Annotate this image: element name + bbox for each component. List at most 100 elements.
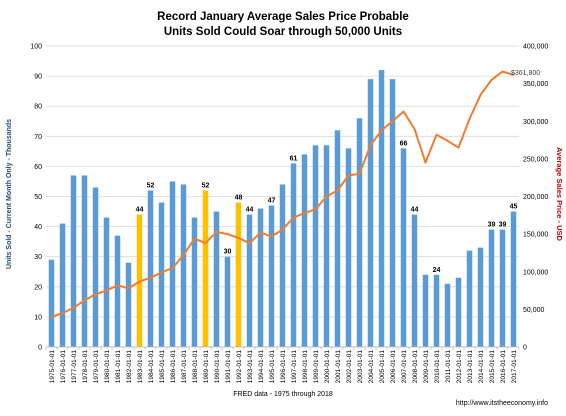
bar-value-label: 52	[202, 182, 210, 189]
x-tick-label: 1999-01-01	[313, 350, 320, 384]
price-point	[94, 293, 97, 296]
bar	[312, 145, 319, 347]
right-tick-label: 150,000	[523, 232, 548, 239]
right-tick-label: 100,000	[523, 269, 548, 276]
right-tick-label: 0	[523, 345, 527, 352]
x-tick-label: 1984-01-01	[148, 350, 155, 384]
x-tick-label: 2013-01-01	[467, 350, 474, 384]
bar	[48, 259, 55, 347]
price-point	[501, 70, 504, 73]
bar	[147, 190, 154, 347]
bar	[224, 256, 231, 347]
price-point	[61, 312, 64, 314]
right-tick-label: 50,000	[523, 307, 545, 314]
left-tick-label: 30	[34, 254, 42, 261]
bar-value-label: 44	[136, 207, 144, 214]
x-tick-label: 1975-01-01	[49, 350, 56, 384]
x-tick-label: 2014-01-01	[478, 350, 485, 384]
highlighted-bar	[202, 190, 209, 347]
right-tick-label: 200,000	[523, 194, 548, 201]
left-axis: 0 10 20 30 40 50 60 70 80 90 100	[30, 44, 42, 352]
bar	[81, 175, 88, 347]
bar	[345, 148, 352, 347]
price-point	[336, 189, 339, 192]
x-tick-label: 1978-01-01	[82, 350, 89, 384]
x-tick-label: 1986-01-01	[170, 350, 177, 384]
bar	[488, 229, 495, 347]
x-axis: 1975-01-01 1976-01-01 1977-01-01 1978-01-01…	[45, 346, 520, 384]
x-tick-label: 1994-01-01	[258, 350, 265, 384]
bar	[455, 277, 462, 347]
x-tick-label: 2001-01-01	[335, 350, 342, 384]
x-tick-label: 1991-01-01	[225, 350, 232, 384]
price-point	[369, 144, 372, 147]
highlighted-bar	[235, 202, 242, 347]
bar-value-label: 24	[433, 267, 441, 274]
x-tick-label: 2007-01-01	[401, 350, 408, 384]
bar	[59, 223, 66, 347]
x-tick-label: 2017-01-01	[511, 350, 518, 384]
x-tick-label: 1980-01-01	[104, 350, 111, 384]
bar	[389, 79, 396, 348]
price-point	[72, 307, 75, 309]
price-point	[215, 231, 218, 233]
bar	[367, 79, 374, 348]
bar	[268, 205, 275, 347]
price-point	[435, 133, 438, 136]
bar	[114, 235, 121, 347]
bar-value-label: 39	[488, 222, 496, 229]
right-axis: 0 50,000 100,000 150,000 200,000 250,000 300,0…	[523, 44, 548, 352]
x-tick-label: 1979-01-01	[93, 350, 100, 384]
x-tick-label: 2008-01-01	[412, 350, 419, 384]
price-point	[50, 316, 53, 318]
x-tick-label: 2012-01-01	[456, 350, 463, 384]
left-tick-label: 90	[34, 74, 42, 81]
price-point	[314, 208, 317, 211]
x-tick-label: 2002-01-01	[346, 350, 353, 384]
price-point	[193, 237, 196, 240]
price-point	[413, 127, 416, 130]
price-point	[248, 242, 251, 244]
price-point	[259, 231, 262, 234]
x-tick-label: 1985-01-01	[159, 350, 166, 384]
x-tick-label: 2005-01-01	[379, 350, 386, 384]
bar	[378, 70, 385, 347]
x-tick-label: 2015-01-01	[489, 350, 496, 384]
bar	[180, 184, 187, 347]
bar	[444, 283, 451, 347]
bar	[499, 229, 506, 347]
x-tick-label: 1997-01-01	[291, 350, 298, 384]
bar-value-label: 44	[246, 207, 254, 214]
right-tick-label: 350,000	[523, 81, 548, 88]
x-tick-label: 1989-01-01	[203, 350, 210, 384]
left-tick-label: 60	[34, 164, 42, 171]
x-tick-label: 1977-01-01	[71, 350, 78, 384]
price-point	[281, 228, 284, 231]
left-tick-label: 50	[34, 194, 42, 201]
bar-value-label: 44	[411, 207, 419, 214]
bar-value-label: 48	[235, 195, 243, 202]
right-tick-label: 300,000	[523, 119, 548, 126]
price-point	[402, 110, 405, 113]
bar	[411, 214, 418, 347]
bar-series	[48, 70, 517, 348]
bar	[433, 274, 440, 347]
bar	[158, 202, 165, 347]
left-tick-label: 10	[34, 314, 42, 321]
price-point	[237, 237, 240, 239]
price-point	[468, 118, 471, 120]
bar	[92, 187, 99, 347]
price-point	[149, 276, 152, 279]
bar	[213, 211, 220, 347]
price-point	[160, 271, 163, 274]
price-point	[512, 73, 515, 76]
x-axis-label: FRED data - 1975 through 2018	[233, 391, 333, 398]
price-point	[292, 216, 295, 219]
bar	[290, 163, 297, 347]
price-point	[457, 146, 460, 149]
left-tick-label: 20	[34, 284, 42, 291]
price-point	[127, 287, 130, 290]
